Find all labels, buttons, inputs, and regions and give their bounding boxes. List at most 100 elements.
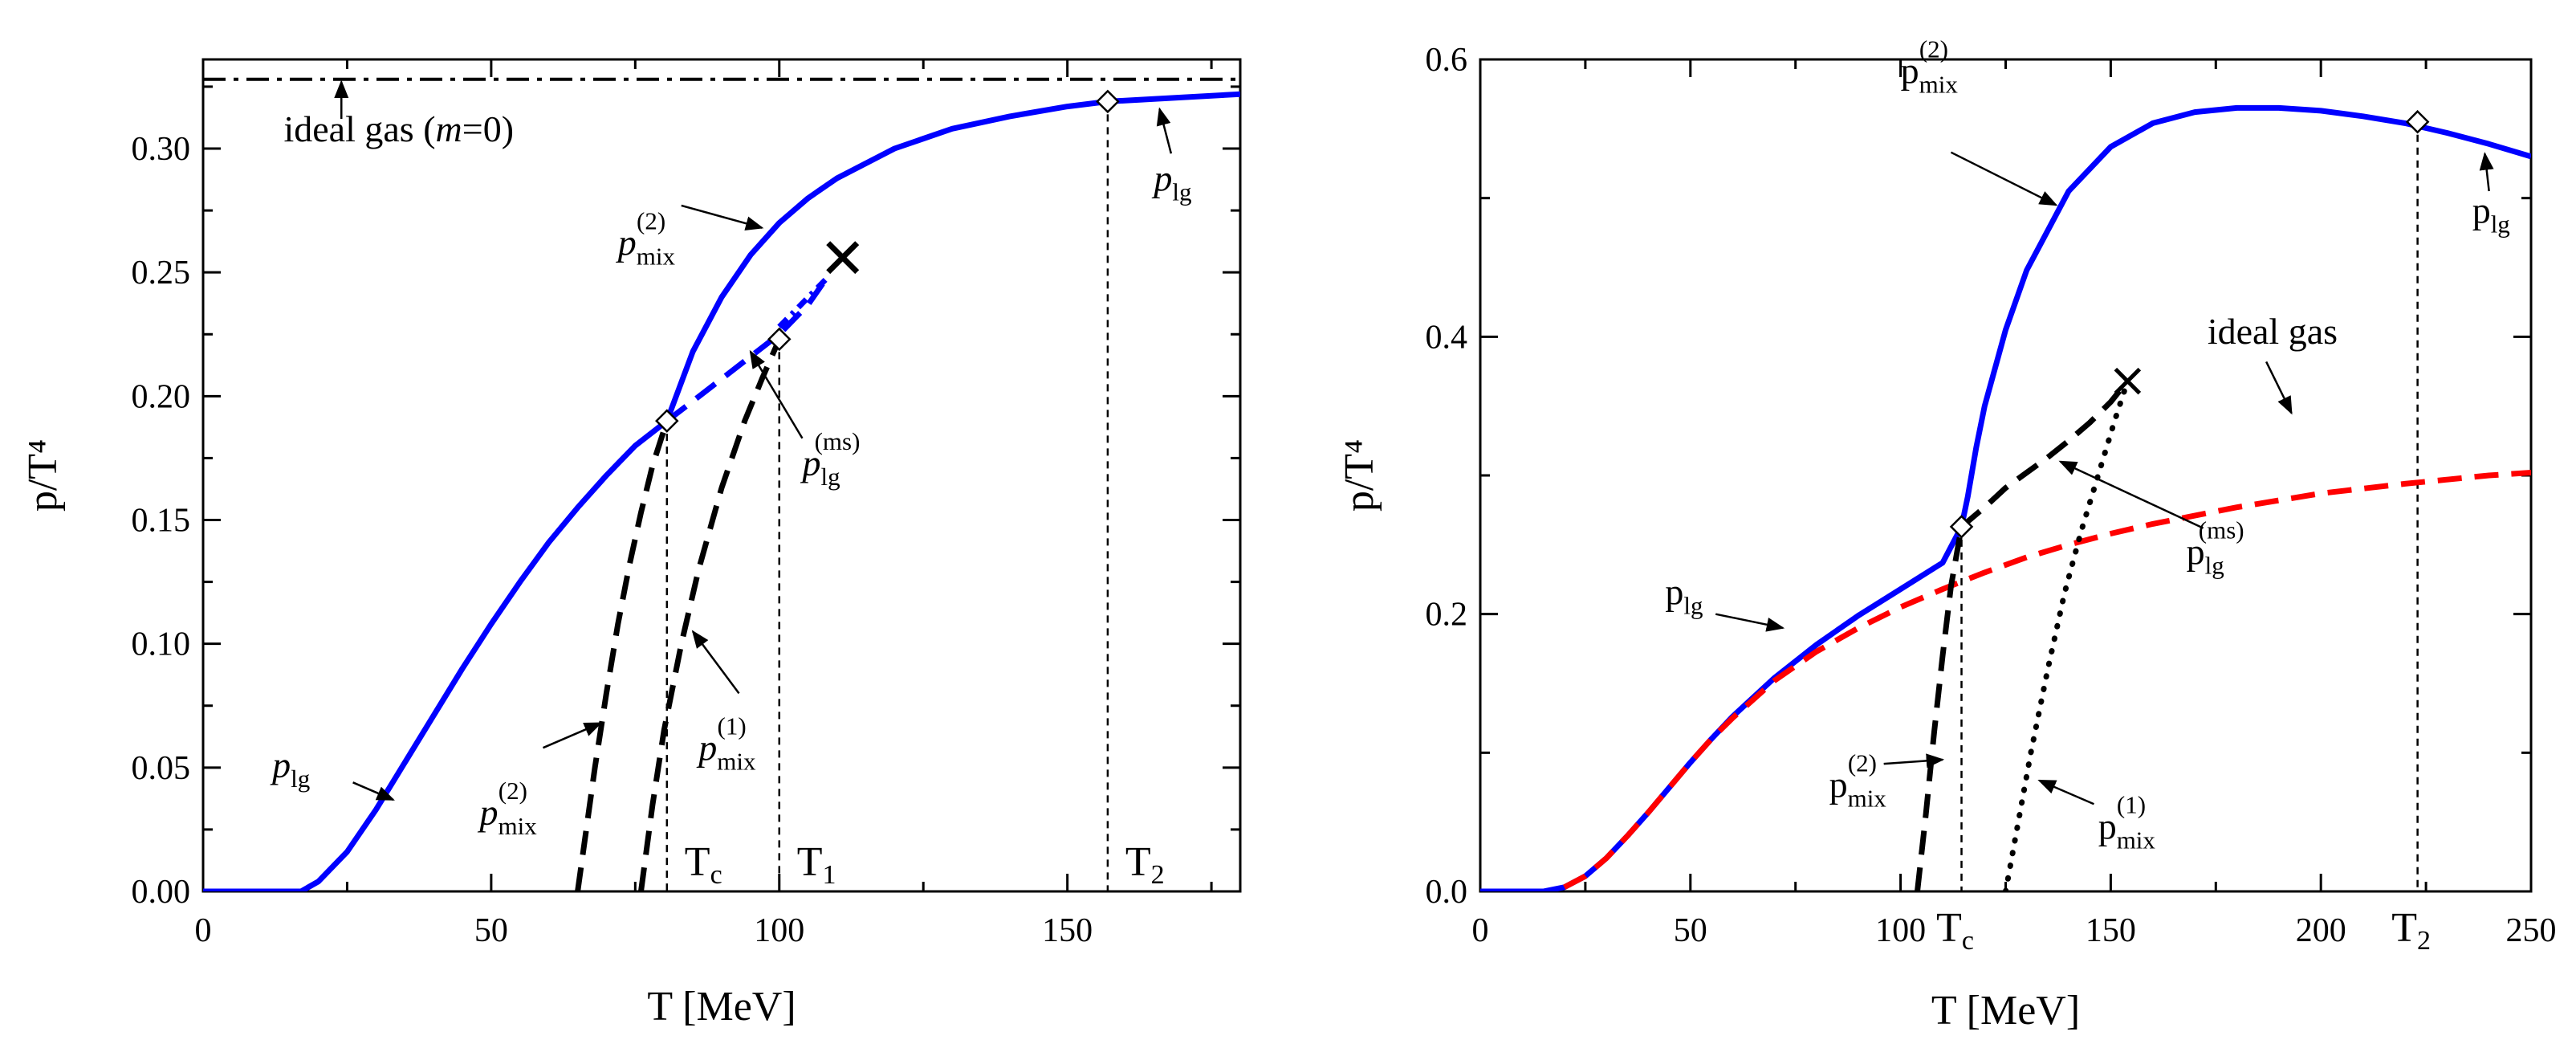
annotation-subscript: mix bbox=[1848, 785, 1887, 813]
y-tick-label: 0.2 bbox=[1426, 597, 1468, 634]
x-tick-label: 50 bbox=[1674, 912, 1707, 949]
annotation-arrow bbox=[2037, 779, 2094, 805]
annotation-subscript: lg bbox=[1683, 592, 1703, 620]
series-group bbox=[203, 77, 1240, 891]
x-tick-label: 100 bbox=[1875, 912, 1926, 949]
series-line-mix2 bbox=[1915, 526, 1964, 891]
x-axis-label: T [MeV] bbox=[1931, 988, 2080, 1034]
annotation-arrow bbox=[352, 781, 395, 801]
curve-annotation: plg bbox=[2472, 190, 2510, 239]
annotation-superscript: (1) bbox=[2117, 790, 2146, 818]
annotation-main: p bbox=[800, 442, 820, 483]
annotation-superscript: (ms) bbox=[815, 427, 861, 455]
annotation-subscript: lg bbox=[1172, 177, 1191, 206]
x-tick-label: 150 bbox=[1042, 912, 1093, 949]
curve-annotation: plg bbox=[1151, 157, 1191, 206]
series-line-ideal bbox=[1563, 470, 2531, 890]
temperature-marker-subscript: 2 bbox=[2417, 926, 2431, 956]
curve-annotation: pmix (2) bbox=[478, 777, 538, 840]
y-tick-label: 0.4 bbox=[1426, 319, 1468, 356]
left-chart-panel: 0 50 100 150 0.00 0.05 0.10 0.15 0.20 0.25 0.30 T [… bbox=[20, 58, 1242, 1030]
transition-point-marker bbox=[1096, 89, 1120, 114]
x-axis-label: T [MeV] bbox=[647, 984, 796, 1030]
curve-annotation: pmix (2) bbox=[1829, 749, 1887, 813]
annotation-main: p bbox=[2187, 532, 2205, 573]
curve-annotation: plg (ms) bbox=[800, 427, 860, 491]
annotation-arrow bbox=[681, 204, 764, 230]
annotation-main: p bbox=[478, 792, 499, 833]
y-axis-label: p/T⁴ bbox=[20, 439, 66, 512]
annotation-main: p bbox=[270, 744, 291, 785]
annotation-subscript: lg bbox=[2491, 210, 2510, 239]
annotation-subscript: mix bbox=[717, 748, 756, 776]
annotation-subscript: mix bbox=[637, 243, 676, 271]
annotation-arrow bbox=[691, 630, 740, 695]
annotation-main: p bbox=[1665, 572, 1683, 613]
annotation-main: ideal gas bbox=[2208, 311, 2338, 352]
annotation-tail: =0) bbox=[462, 108, 514, 149]
plot-frame bbox=[1479, 58, 2533, 893]
annotation-main: p bbox=[696, 728, 717, 769]
curve-annotation: plg (ms) bbox=[2187, 516, 2244, 580]
endpoint-cross bbox=[826, 241, 860, 275]
annotation-arrow bbox=[2058, 460, 2204, 529]
annotation-arrow bbox=[1950, 151, 2058, 206]
plot-frame bbox=[201, 58, 1242, 893]
annotation-arrow bbox=[1156, 107, 1173, 154]
temperature-marker-label: T2 bbox=[2391, 905, 2431, 956]
annotation-superscript: (ms) bbox=[2199, 516, 2244, 544]
series-line-lg-ms bbox=[1959, 379, 2130, 529]
annotation-arrow bbox=[2479, 152, 2494, 192]
temperature-marker-label: Tc bbox=[685, 839, 722, 890]
temperature-marker-label: T1 bbox=[797, 839, 836, 890]
curve-annotation: plg bbox=[1665, 572, 1703, 620]
x-tick-label: 250 bbox=[2506, 912, 2557, 949]
temperature-marker-subscript: c bbox=[1962, 926, 1974, 956]
annotation-arrow bbox=[542, 722, 603, 749]
series-line-lg bbox=[203, 91, 1240, 891]
temperature-marker-symbol: T bbox=[1936, 905, 1962, 951]
transition-point-marker bbox=[2405, 109, 2430, 134]
y-tick-label: 0.15 bbox=[132, 503, 191, 540]
series-line-mix1 bbox=[638, 337, 783, 891]
right-chart-panel: 0 50 100 150 200 250 0.0 0.2 0.4 0.6 T [MeV] p/T⁴ Tc… bbox=[1337, 35, 2557, 1034]
series-group bbox=[1480, 104, 2531, 891]
annotation-subscript: mix bbox=[2117, 826, 2156, 854]
x-tick-label: 0 bbox=[195, 912, 212, 949]
annotation-arrow bbox=[1883, 753, 1945, 769]
annotation-main: p bbox=[1151, 157, 1172, 198]
curve-annotation: ideal gas (m=0) bbox=[283, 108, 514, 149]
annotation-superscript: (1) bbox=[718, 712, 747, 740]
annotation-main: p bbox=[616, 222, 637, 263]
annotation-subscript: mix bbox=[499, 812, 538, 840]
y-tick-label: 0.30 bbox=[132, 131, 191, 168]
annotation-main: p bbox=[2098, 805, 2117, 846]
annotation-main: p bbox=[1829, 765, 1848, 805]
temperature-marker-subscript: 1 bbox=[823, 860, 836, 890]
annotation-subscript: lg bbox=[2205, 552, 2224, 580]
curve-annotation: ideal gas bbox=[2208, 311, 2338, 352]
x-tick-label: 100 bbox=[754, 912, 804, 949]
annotation-superscript: (2) bbox=[1848, 749, 1877, 777]
series-line-mix1 bbox=[2003, 378, 2130, 891]
temperature-marker-label: Tc bbox=[1936, 905, 1974, 956]
series-line-lg bbox=[1480, 104, 2531, 891]
curve-annotation: plg bbox=[270, 744, 310, 793]
temperature-marker-label: T2 bbox=[1125, 839, 1165, 890]
y-tick-label: 0.25 bbox=[132, 255, 191, 292]
curve-annotation: pmix (1) bbox=[696, 712, 756, 776]
transition-point-marker bbox=[1949, 515, 1974, 539]
series-line-lg-ms-end bbox=[777, 277, 828, 329]
curve-annotation: pmix (2) bbox=[616, 207, 676, 271]
y-tick-label: 0.05 bbox=[132, 750, 191, 787]
y-tick-label: 0.20 bbox=[132, 378, 191, 415]
temperature-marker-symbol: T bbox=[1125, 839, 1151, 885]
annotation-superscript: (2) bbox=[1919, 35, 1948, 63]
annotation-subscript: mix bbox=[1919, 70, 1959, 98]
temperature-marker-symbol: T bbox=[797, 839, 823, 885]
curve-annotation: pmix (1) bbox=[2098, 790, 2156, 854]
annotation-subscript: lg bbox=[820, 463, 840, 491]
temperature-marker-symbol: T bbox=[2391, 905, 2417, 951]
annotation-superscript: (2) bbox=[499, 777, 527, 805]
